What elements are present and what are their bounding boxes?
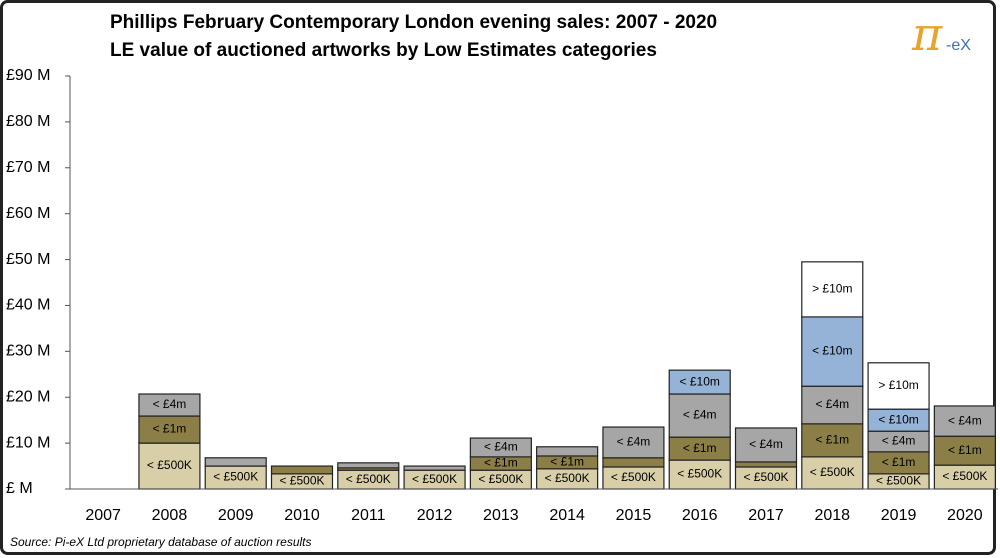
segment-label: < £4m (153, 397, 187, 411)
y-tick-label: £70 M (6, 159, 50, 176)
x-tick-label: 2018 (814, 507, 850, 524)
segment-label: < £500K (545, 471, 590, 485)
y-tick-label: £30 M (6, 343, 50, 360)
segment-label: < £1m (882, 455, 916, 469)
segment-label: < £500K (147, 458, 192, 472)
segment-label: < £500K (346, 472, 391, 486)
x-tick-label: 2010 (284, 507, 320, 524)
segment-label: < £1m (683, 441, 717, 455)
x-tick-label: 2015 (616, 507, 652, 524)
segment-label: < £10m (878, 412, 918, 426)
bar-segment (602, 426, 665, 459)
segment-label: < £1m (815, 433, 849, 447)
x-tick-label: 2013 (483, 507, 519, 524)
x-tick-label: 2012 (417, 507, 453, 524)
segment-label: < £4m (948, 413, 982, 427)
segment-label: > £10m (878, 378, 918, 392)
bar-segment (668, 459, 731, 490)
segment-label: < £500K (478, 472, 523, 486)
bar-segment (138, 393, 201, 417)
segment-label: < £500K (743, 470, 788, 484)
x-tick-label: 2007 (85, 507, 121, 524)
bar-segment (602, 457, 665, 468)
bar-segment (801, 261, 864, 318)
segment-label: < £500K (942, 469, 987, 483)
bar-segment (867, 362, 930, 410)
chart-title: Phillips February Contemporary London ev… (110, 12, 717, 33)
bar-segment (536, 446, 599, 457)
bar-segment (734, 461, 798, 468)
chart-subtitle: LE value of auctioned artworks by Low Es… (110, 40, 657, 61)
segment-label: < £4m (683, 408, 717, 422)
segment-label: < £4m (815, 397, 849, 411)
x-tick-label: 2008 (152, 507, 188, 524)
y-tick-label: £50 M (6, 251, 50, 268)
x-tick-label: 2020 (947, 507, 983, 524)
segment-label: < £500K (876, 474, 921, 488)
source: Source: Pi-eX Ltd proprietary database o… (10, 535, 312, 549)
segment-label: < £1m (484, 456, 518, 470)
segment-label: > £10m (812, 282, 852, 296)
bar-segment (204, 457, 267, 467)
x-tick-label: 2009 (218, 507, 254, 524)
logo-text: -eX (946, 37, 971, 54)
y-tick-label: £10 M (6, 434, 50, 451)
segment-label: < £10m (680, 374, 720, 388)
bar-segment (138, 415, 201, 444)
segment-label: < £4m (484, 440, 518, 454)
y-tick-label: £40 M (6, 297, 50, 314)
segment-label: < £1m (550, 455, 584, 469)
y-tick-label: £60 M (6, 205, 50, 222)
bar-segment (734, 427, 798, 463)
segment-label: < £1m (153, 422, 187, 436)
x-tick-label: 2016 (682, 507, 718, 524)
bar-segment (270, 465, 334, 475)
segment-label: < £4m (749, 437, 783, 451)
bar-segment (403, 465, 466, 471)
segment-label: < £500K (279, 474, 324, 488)
bar-segment (337, 462, 400, 469)
x-tick-label: 2019 (881, 507, 917, 524)
segment-label: < £500K (677, 467, 722, 481)
segment-label: < £500K (213, 470, 258, 484)
segment-label: < £500K (611, 470, 656, 484)
segment-label: < £4m (617, 435, 651, 449)
y-tick-label: £20 M (6, 388, 50, 405)
bar-segment (469, 437, 532, 458)
segment-label: < £4m (882, 434, 916, 448)
y-tick-label: £90 M (6, 67, 50, 84)
segment-label: < £500K (810, 465, 855, 479)
logo-symbol: π (911, 7, 943, 61)
x-tick-label: 2011 (351, 507, 386, 524)
segment-label: < £1m (948, 443, 982, 457)
bar-segment (933, 405, 996, 437)
bar-segment (668, 393, 731, 438)
y-tick-label: £ M (6, 480, 33, 497)
x-tick-label: 2017 (748, 507, 784, 524)
bar-segment (668, 369, 731, 395)
y-tick-label: £80 M (6, 113, 50, 130)
segment-label: < £500K (412, 472, 457, 486)
x-tick-label: 2014 (549, 507, 585, 524)
segment-label: < £10m (812, 344, 852, 358)
